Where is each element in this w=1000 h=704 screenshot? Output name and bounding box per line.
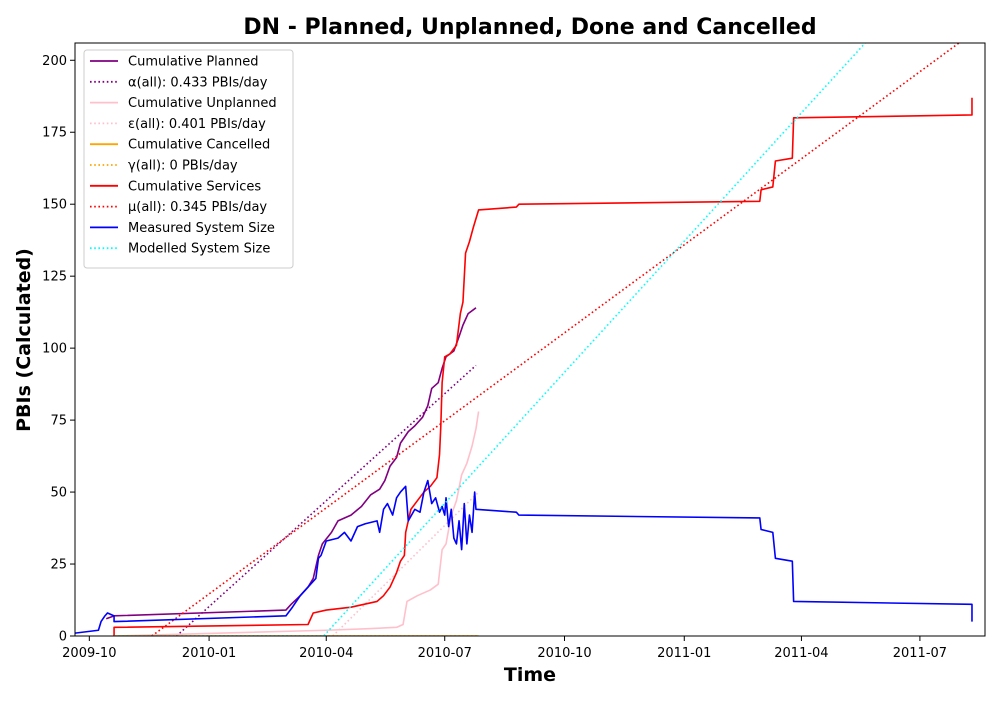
legend-box <box>83 49 294 269</box>
x-tick-label: 2010-04 <box>299 646 353 661</box>
x-tick-label: 2009-10 <box>62 646 116 661</box>
legend-entry: Modelled System Size <box>128 242 270 257</box>
legend: Cumulative Planned α(all): 0.433 PBIs/day… <box>83 49 294 269</box>
x-axis: 2009-10 2010-01 2010-04 2010-07 2010-10 2011-… <box>62 636 947 661</box>
x-tick-label: 2011-01 <box>657 646 711 661</box>
legend-entry: Measured System Size <box>128 221 275 236</box>
y-tick-label: 150 <box>42 198 67 213</box>
legend-entry: Cumulative Unplanned <box>128 96 277 111</box>
x-tick-label: 2010-01 <box>182 646 236 661</box>
legend-entry: μ(all): 0.345 PBIs/day <box>128 200 267 215</box>
series-line-10 <box>114 43 866 636</box>
y-tick-label: 200 <box>42 54 67 69</box>
x-tick-label: 2011-07 <box>893 646 947 661</box>
legend-entry: Cumulative Planned <box>128 55 258 70</box>
y-axis-label: PBIs (Calculated) <box>13 248 35 432</box>
y-axis: 0 25 50 75 100 125 150 175 200 <box>42 54 75 645</box>
legend-entry: Cumulative Services <box>128 179 261 194</box>
y-tick-label: 75 <box>50 414 67 429</box>
legend-entry: Cumulative Cancelled <box>128 138 270 153</box>
y-tick-label: 25 <box>50 558 67 573</box>
series-line-3 <box>114 411 480 636</box>
y-tick-label: 50 <box>50 486 67 501</box>
plot-area <box>75 43 973 636</box>
plot-frame <box>74 42 986 637</box>
y-tick-label: 0 <box>59 630 67 645</box>
legend-entry: γ(all): 0 PBIs/day <box>128 159 238 174</box>
series-line-2 <box>176 364 477 636</box>
x-tick-label: 2010-10 <box>537 646 591 661</box>
x-axis-label: Time <box>504 664 556 686</box>
y-tick-label: 100 <box>42 342 67 357</box>
series-line-4 <box>332 491 480 636</box>
series-line-9 <box>75 479 973 634</box>
x-tick-label: 2011-04 <box>774 646 828 661</box>
chart-title: DN - Planned, Unplanned, Done and Cancel… <box>243 15 816 40</box>
x-tick-label: 2010-07 <box>418 646 472 661</box>
series-line-7 <box>113 97 973 636</box>
series-line-8 <box>151 43 960 636</box>
y-tick-label: 125 <box>42 270 67 285</box>
y-tick-label: 175 <box>42 126 67 141</box>
legend-entry: ε(all): 0.401 PBIs/day <box>128 117 266 132</box>
legend-entry: α(all): 0.433 PBIs/day <box>128 75 268 90</box>
